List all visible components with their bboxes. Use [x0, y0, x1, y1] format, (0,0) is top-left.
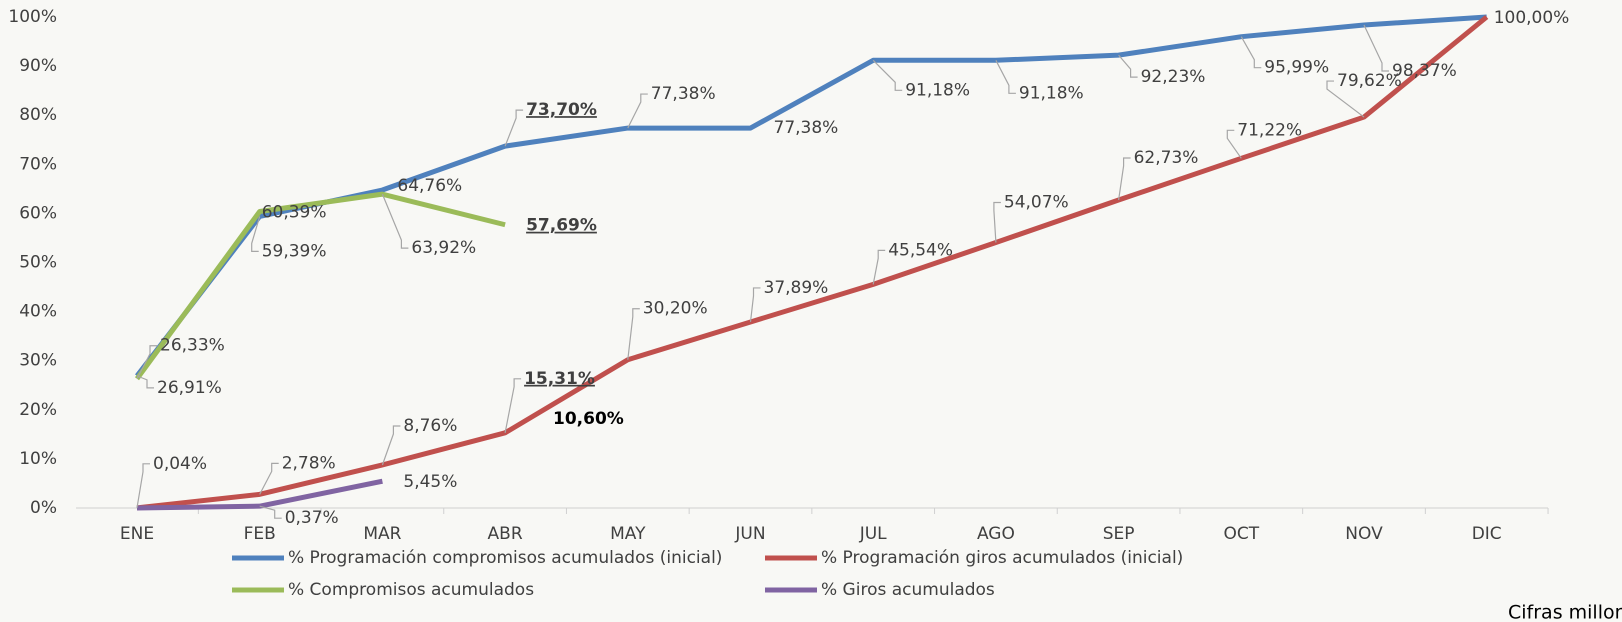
data-label: 73,70%: [526, 100, 597, 120]
data-label: 5,45%: [403, 472, 457, 492]
legend-label: % Programación giros acumulados (inicial…: [821, 548, 1183, 568]
y-tick-label: 50%: [19, 253, 57, 273]
leader-line: [136, 375, 154, 389]
leader-line: [1363, 24, 1389, 72]
y-tick-label: 0%: [30, 498, 57, 518]
data-label: 26,91%: [157, 378, 222, 398]
data-label: 57,69%: [526, 216, 597, 236]
y-tick-label: 80%: [19, 105, 57, 125]
x-tick-label: JUN: [734, 524, 765, 544]
data-label: 8,76%: [403, 416, 457, 436]
y-tick-label: 100%: [8, 7, 57, 27]
x-tick-label: JUL: [859, 524, 887, 544]
leader-line: [1118, 54, 1138, 78]
x-tick-label: FEB: [244, 524, 276, 544]
data-label: 15,31%: [524, 369, 595, 389]
data-label: 71,22%: [1237, 120, 1302, 140]
y-tick-label: 10%: [19, 449, 57, 469]
data-label: 62,73%: [1134, 148, 1199, 168]
data-label: 0,04%: [153, 454, 207, 474]
x-tick-label: MAR: [363, 524, 401, 544]
data-label: 77,38%: [651, 84, 716, 104]
leader-line: [995, 60, 1016, 94]
series-line: [136, 478, 383, 511]
data-label: 91,18%: [1019, 83, 1084, 103]
leader-line: [1118, 157, 1131, 201]
x-tick-label: SEP: [1103, 524, 1135, 544]
note: Cifras millones de pesos: [1508, 602, 1622, 622]
series-line: [135, 14, 1487, 378]
leader-line: [627, 93, 648, 129]
leader-line: [872, 59, 903, 91]
y-tick-label: 60%: [19, 203, 57, 223]
leader-line: [872, 249, 886, 285]
y-tick-label: 20%: [19, 400, 57, 420]
legend-label: % Programación compromisos acumulados (i…: [288, 548, 722, 568]
leader-line: [259, 505, 282, 519]
data-label: 45,54%: [888, 240, 953, 260]
annotation: 10,60%: [553, 409, 624, 429]
x-tick-label: MAY: [610, 524, 646, 544]
y-tick-label: 70%: [19, 154, 57, 174]
leader-line: [627, 308, 640, 360]
x-tick-label: ABR: [488, 524, 523, 544]
x-tick-label: ENE: [120, 524, 154, 544]
legend-label: % Compromisos acumulados: [288, 580, 534, 600]
leader-line: [749, 287, 761, 323]
data-label: 26,33%: [160, 336, 225, 356]
data-label: 100,00%: [1494, 8, 1570, 28]
leader-line: [381, 425, 401, 466]
data-label: 95,99%: [1264, 58, 1329, 78]
leader-line: [504, 109, 524, 147]
x-tick-label: DIC: [1472, 524, 1502, 544]
leader-line: [1240, 36, 1262, 69]
leader-line: [504, 378, 522, 433]
data-label: 60,39%: [262, 202, 327, 222]
leader-line: [136, 345, 157, 379]
leader-line: [381, 193, 409, 249]
data-label: 59,39%: [262, 241, 327, 261]
leader-line: [1226, 129, 1242, 159]
data-label: 0,37%: [285, 508, 339, 528]
y-tick-label: 30%: [19, 351, 57, 371]
legend-label: % Giros acumulados: [821, 580, 995, 600]
data-label: 63,92%: [411, 238, 476, 258]
leader-line: [259, 462, 279, 495]
leader-line: [993, 201, 1001, 243]
data-label: 37,89%: [764, 278, 829, 298]
data-label: 98,37%: [1392, 61, 1457, 81]
series-line: [136, 15, 1489, 511]
x-tick-label: NOV: [1345, 524, 1383, 544]
data-label: 64,76%: [397, 176, 462, 196]
data-label: 91,18%: [905, 80, 970, 100]
data-label: 79,62%: [1337, 71, 1402, 91]
leader-line: [251, 216, 261, 252]
data-label: 92,23%: [1141, 67, 1206, 87]
leader-line: [1326, 80, 1365, 118]
series-line: [134, 191, 506, 381]
data-label: 2,78%: [282, 453, 336, 473]
data-label: 30,20%: [643, 299, 708, 319]
data-label: 77,38%: [774, 118, 839, 138]
x-tick-label: OCT: [1223, 524, 1259, 544]
y-tick-label: 40%: [19, 302, 57, 322]
x-tick-label: AGO: [977, 524, 1015, 544]
leader-line: [136, 463, 150, 508]
y-tick-label: 90%: [19, 56, 57, 76]
data-label: 54,07%: [1004, 193, 1069, 213]
